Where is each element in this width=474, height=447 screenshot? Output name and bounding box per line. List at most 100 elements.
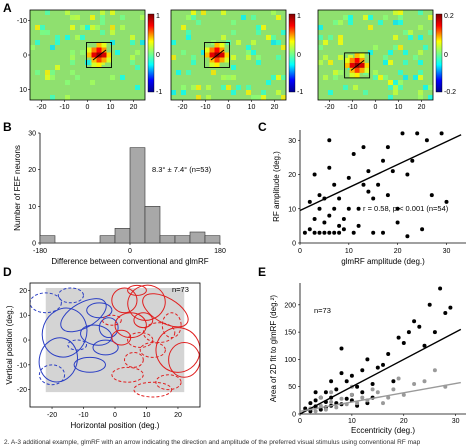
- heatmap-cell: [398, 70, 403, 75]
- heatmap-hotspot-cell: [96, 57, 102, 63]
- heatmap-cell: [231, 90, 236, 95]
- heatmap-cell: [393, 35, 398, 40]
- heatmap-cell: [403, 60, 408, 65]
- heatmap-cell: [418, 60, 423, 65]
- rf-ellipse-red: [139, 342, 166, 358]
- x-tick-label: 20: [174, 412, 182, 419]
- heatmap-cell: [388, 60, 393, 65]
- heatmap-cell: [393, 90, 398, 95]
- x-tick-label: 10: [345, 248, 353, 255]
- data-point-black: [386, 352, 391, 356]
- stats-annotation: r = 0.58, p < 0.001 (n=54): [363, 204, 449, 213]
- data-point-gray: [313, 409, 318, 414]
- heatmap-cell: [256, 60, 261, 65]
- data-point: [381, 230, 385, 235]
- heatmap-cell: [130, 35, 135, 40]
- data-point-black: [381, 362, 385, 367]
- heatmap-cell: [256, 95, 261, 100]
- heatmap-cell: [50, 75, 55, 80]
- heatmap-cell: [418, 10, 423, 15]
- heatmap-cell: [373, 45, 378, 50]
- data-point-black: [375, 365, 380, 370]
- x-tick-label: 0: [86, 104, 90, 111]
- heatmap-cell: [388, 85, 393, 90]
- y-axis-label: Area of 2D fit to glmRF (deg.²): [269, 295, 278, 402]
- heatmap-cell: [323, 40, 328, 45]
- direction-arrow: [350, 60, 365, 71]
- data-point: [337, 230, 342, 235]
- colorbar: [435, 13, 443, 93]
- heatmap-cell: [181, 85, 186, 90]
- y-tick-label: 0: [292, 412, 296, 419]
- x-tick-label: 30: [452, 418, 460, 425]
- colorbar-tick-label: 0: [156, 52, 160, 59]
- heatmap-cell: [45, 10, 50, 15]
- heatmap-hotspot-cell: [214, 57, 220, 63]
- heatmap-cell: [266, 80, 271, 85]
- rf-ellipse-blue: [73, 356, 107, 373]
- data-point: [356, 206, 361, 211]
- heatmap-cell: [428, 15, 433, 20]
- heatmap-cell: [236, 40, 241, 45]
- heatmap-cell: [236, 85, 241, 90]
- heatmap-cell: [40, 25, 45, 30]
- heatmap-cell: [403, 75, 408, 80]
- heatmap-hotspot-cell: [101, 47, 107, 53]
- heatmap-hotspot-cell: [106, 57, 112, 63]
- rf-ellipse-red: [161, 312, 182, 339]
- heatmap-cell: [75, 75, 80, 80]
- heatmap-cell: [140, 40, 145, 45]
- data-point: [327, 213, 332, 218]
- heatmap-cell: [383, 60, 388, 65]
- data-point-gray: [412, 382, 417, 386]
- y-tick-label: -10: [17, 18, 27, 25]
- heatmap-cell: [35, 25, 40, 30]
- heatmap-cell: [171, 90, 176, 95]
- heatmap-cell: [373, 70, 378, 75]
- heatmap-cell: [323, 75, 328, 80]
- heatmap-cell: [206, 85, 211, 90]
- heatmap-cell: [221, 85, 226, 90]
- heatmap-cell: [70, 25, 75, 30]
- data-point: [429, 193, 434, 198]
- heatmap-cell: [413, 55, 418, 60]
- x-tick-label: 20: [271, 104, 279, 111]
- data-point-black: [339, 346, 344, 351]
- heatmap-cell: [428, 95, 433, 100]
- heatmap-hotspot-cell: [214, 42, 220, 48]
- data-point: [327, 165, 332, 170]
- heatmap-cell: [398, 45, 403, 50]
- heatmap-cell: [40, 30, 45, 35]
- data-point: [341, 227, 346, 232]
- heatmap-cell: [338, 20, 343, 25]
- data-point: [337, 223, 342, 228]
- heatmap-hotspot-cell: [91, 57, 97, 63]
- data-point-black: [355, 384, 360, 389]
- heatmap-cell: [251, 40, 256, 45]
- data-point: [395, 206, 400, 211]
- data-point: [302, 230, 307, 235]
- data-point-gray: [339, 396, 344, 401]
- rf-ellipse-red: [111, 329, 132, 346]
- data-point-black: [391, 379, 396, 384]
- heatmap-cell: [110, 75, 115, 80]
- heatmap-cell: [45, 75, 50, 80]
- heatmap-cell: [80, 50, 85, 55]
- heatmap-cell: [403, 30, 408, 35]
- heatmap-cell: [363, 15, 368, 20]
- y-tick-label: 30: [28, 131, 36, 138]
- heatmap-cell: [343, 85, 348, 90]
- heatmap-hotspot-cell: [96, 47, 102, 53]
- heatmap-cell: [428, 30, 433, 35]
- heatmap-cell: [211, 70, 216, 75]
- heatmap-cell: [50, 95, 55, 100]
- direction-arrow: [92, 49, 107, 61]
- x-tick-label: -20: [47, 412, 57, 419]
- heatmap-cell: [196, 95, 201, 100]
- histogram-bar: [204, 235, 221, 244]
- heatmap-cell: [281, 30, 286, 35]
- figure-caption: 2. A-3 additional example, glmRF with an…: [4, 439, 421, 446]
- x-tick-label: -10: [59, 104, 69, 111]
- heatmap-cell: [70, 50, 75, 55]
- heatmap-hotspot-cell: [354, 57, 360, 63]
